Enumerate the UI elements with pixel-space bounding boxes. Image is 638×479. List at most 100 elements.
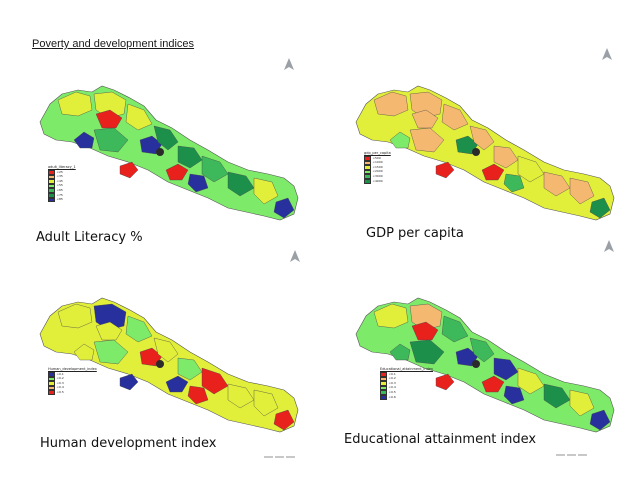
legend-entry: <0.2 bbox=[48, 377, 97, 382]
map-region bbox=[253, 389, 279, 417]
map-region bbox=[503, 385, 525, 405]
map-region bbox=[119, 373, 139, 391]
north-arrow-icon bbox=[602, 48, 612, 60]
legend-swatch bbox=[380, 390, 387, 396]
map-region bbox=[119, 161, 139, 179]
legend-entry: <0.2 bbox=[380, 377, 433, 382]
map-region bbox=[589, 409, 611, 431]
legend-swatch bbox=[380, 395, 387, 400]
legend-label: <2000 bbox=[372, 169, 383, 174]
legend-swatch bbox=[48, 197, 55, 203]
map-region bbox=[165, 163, 189, 181]
map-region bbox=[187, 173, 209, 193]
legend-entry: <1000 bbox=[364, 161, 391, 166]
legend-label: <35 bbox=[56, 174, 63, 179]
map-caption: Educational attainment index bbox=[344, 432, 537, 447]
legend-entry: <0.5 bbox=[48, 390, 97, 396]
map-region bbox=[543, 171, 571, 197]
legend-label: <3000 bbox=[372, 173, 383, 178]
legend-title: Human_development_index bbox=[48, 367, 97, 371]
map-legend: Human_development_index <0.1 <0.2 <0.3 <0.4… bbox=[48, 367, 97, 396]
legend-entry: <2000 bbox=[364, 170, 391, 175]
map-legend: adult_literacy_1 <25 <35 <45 <55 <65 <75 <85 bbox=[48, 165, 76, 203]
legend-title: Educational_attainment_index bbox=[380, 367, 433, 371]
map-panel-educational-attainment-index: Educational_attainment_index <0.1 <0.2 <0.… bbox=[344, 240, 628, 462]
legend-label: <25 bbox=[56, 169, 63, 174]
map-region bbox=[409, 127, 445, 153]
map-region bbox=[153, 125, 179, 151]
legend-entry: <3000 bbox=[364, 173, 391, 180]
map-region bbox=[441, 103, 469, 131]
map-region bbox=[73, 131, 95, 149]
map-region bbox=[73, 343, 95, 361]
map-region bbox=[517, 155, 545, 183]
map-region bbox=[93, 303, 127, 331]
map-region bbox=[57, 303, 93, 329]
legend-swatch bbox=[48, 179, 55, 184]
map-region bbox=[441, 315, 469, 343]
legend-label: <75 bbox=[56, 192, 63, 197]
legend-label: <0.4 bbox=[56, 385, 64, 390]
map-region bbox=[435, 161, 455, 179]
valley-cluster bbox=[472, 148, 480, 156]
slide-title: Poverty and development indices bbox=[32, 38, 195, 50]
map-region bbox=[503, 173, 525, 193]
map-region bbox=[469, 125, 495, 151]
legend-swatch bbox=[380, 385, 387, 391]
legend-title: adult_literacy_1 bbox=[48, 165, 76, 169]
map-region bbox=[373, 91, 409, 117]
legend-swatch bbox=[380, 376, 387, 382]
map-region bbox=[165, 375, 189, 393]
map-panel-human-development-index: Human_development_index <0.1 <0.2 <0.3 <0.4… bbox=[32, 250, 312, 462]
legend-swatch bbox=[48, 385, 55, 391]
map-caption: Human development index bbox=[40, 436, 217, 451]
legend-label: <1500 bbox=[372, 164, 383, 169]
legend-label: <0.2 bbox=[388, 376, 396, 381]
legend-entry: <85 bbox=[48, 198, 76, 203]
legend-swatch bbox=[364, 179, 371, 184]
map-legend: gdp_per_capita <500 <1000 <1500 <2000 <3000 <… bbox=[364, 151, 391, 184]
legend-label: <0.1 bbox=[388, 371, 396, 376]
legend-entry: <500 bbox=[364, 156, 391, 161]
map-region bbox=[125, 315, 153, 343]
map-region bbox=[409, 339, 445, 365]
legend-label: <65 bbox=[56, 187, 63, 192]
legend-swatch bbox=[364, 174, 371, 180]
map-region bbox=[201, 155, 229, 183]
legend-swatch bbox=[364, 169, 371, 175]
north-arrow-icon bbox=[284, 58, 294, 70]
map-region bbox=[95, 321, 123, 341]
legend-label: <55 bbox=[56, 183, 63, 188]
map-region bbox=[409, 303, 443, 331]
map-region bbox=[481, 375, 505, 393]
map-region bbox=[125, 103, 153, 131]
map-region bbox=[389, 343, 411, 361]
nepal-map-human-development-index bbox=[39, 297, 299, 433]
legend-entry: <0.5 bbox=[380, 390, 433, 396]
legend-swatch bbox=[380, 381, 387, 386]
map-region bbox=[569, 389, 595, 417]
map-panel-gdp-per-capita: gdp_per_capita <500 <1000 <1500 <2000 <3000 <… bbox=[348, 48, 628, 250]
legend-label: <85 bbox=[56, 197, 63, 202]
map-region bbox=[493, 357, 519, 381]
legend-entry: <1500 bbox=[364, 165, 391, 170]
map-caption: GDP per capita bbox=[366, 226, 464, 241]
valley-cluster bbox=[472, 360, 480, 368]
map-region bbox=[177, 145, 203, 169]
legend-label: <0.4 bbox=[388, 385, 396, 390]
north-arrow-icon bbox=[604, 240, 614, 252]
scale-bar bbox=[556, 454, 587, 456]
scale-bar bbox=[264, 456, 295, 458]
map-region bbox=[227, 171, 255, 197]
map-region bbox=[543, 383, 571, 409]
legend-entry: <35 bbox=[48, 175, 76, 180]
legend-entry: <65 bbox=[48, 187, 76, 194]
legend-swatch bbox=[48, 188, 55, 194]
map-region bbox=[409, 91, 443, 119]
legend-swatch bbox=[48, 193, 55, 198]
nepal-map-gdp-per-capita bbox=[355, 85, 615, 221]
legend-label: <0.6 bbox=[388, 394, 396, 399]
legend-swatch bbox=[48, 183, 55, 189]
legend-swatch bbox=[48, 381, 55, 386]
legend-swatch bbox=[48, 174, 55, 180]
